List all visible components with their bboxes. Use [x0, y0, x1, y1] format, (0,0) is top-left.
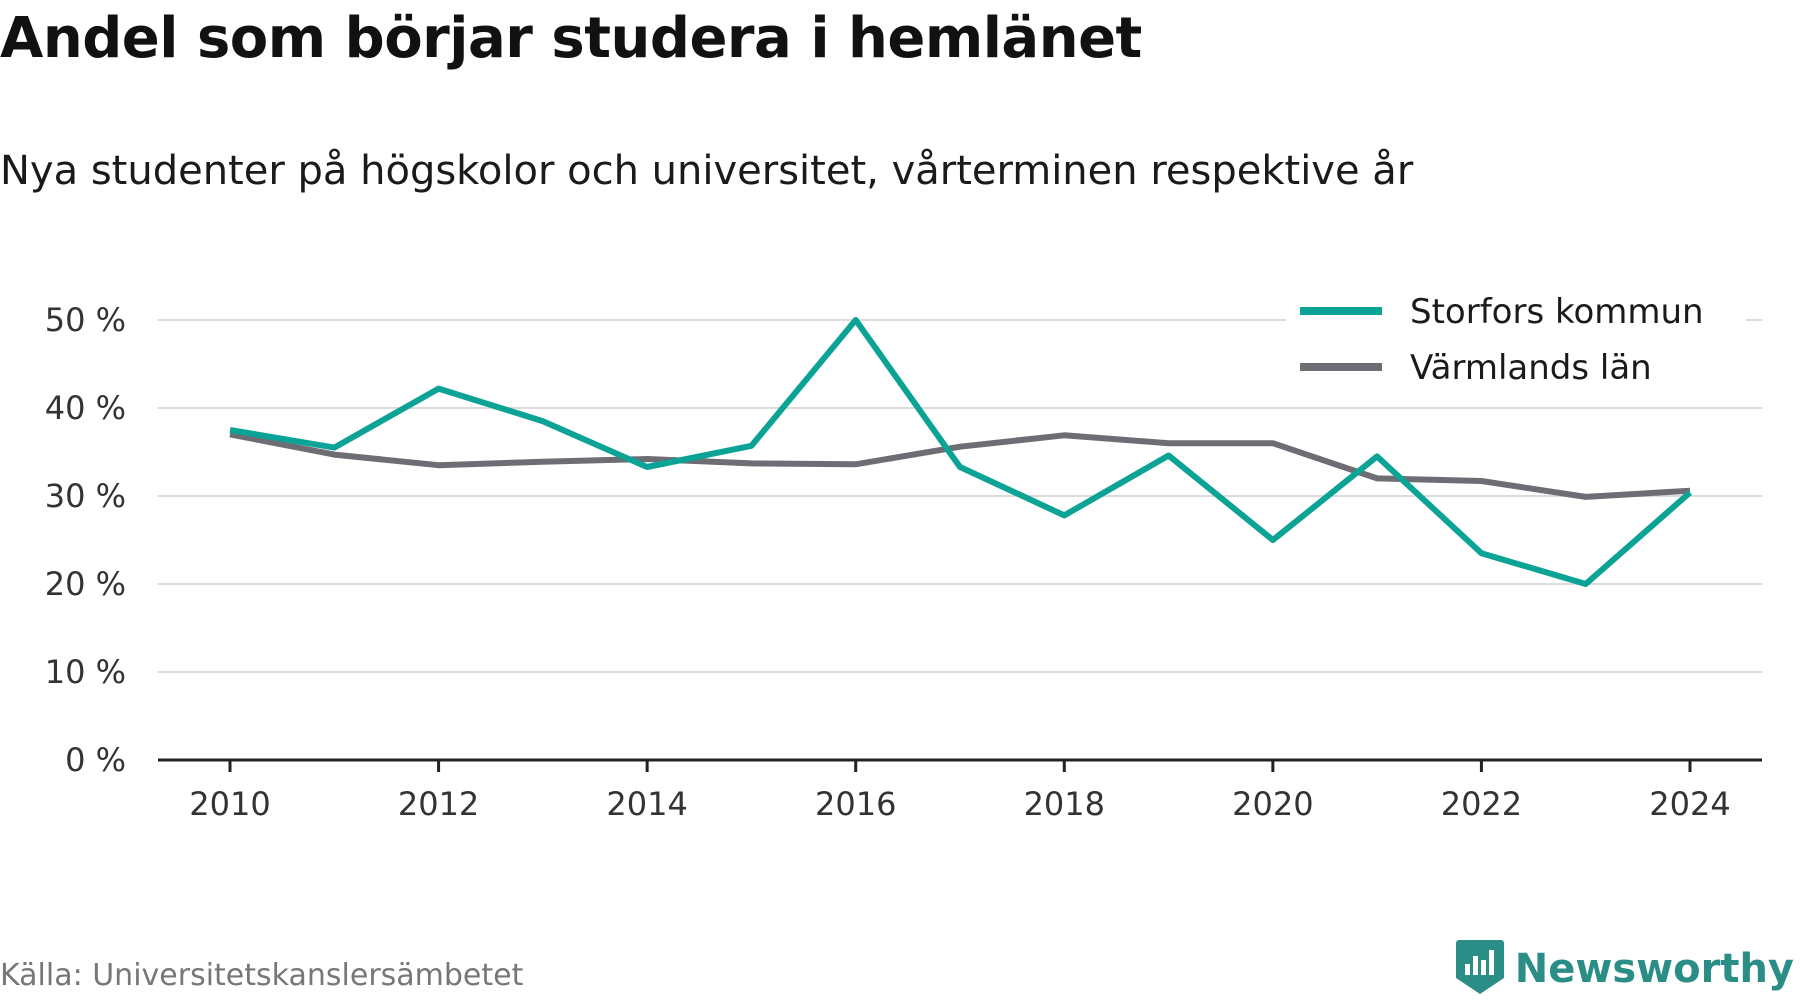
source-note: Källa: Universitetskanslersämbetet — [0, 958, 524, 993]
y-tick-label: 0 % — [65, 741, 126, 779]
x-axis: 2010 2012 2014 2016 2018 2020 2022 2024 — [158, 758, 1762, 823]
x-tick-label: 2012 — [398, 785, 479, 823]
series-lines — [229, 317, 1692, 587]
brand-name: Newsworthy — [1514, 946, 1794, 992]
x-tick-label: 2022 — [1441, 785, 1522, 823]
x-tick-label: 2014 — [606, 785, 687, 823]
x-tick-label: 2010 — [189, 785, 270, 823]
y-axis-ticks: 0 % 10 % 20 % 30 % 40 % 50 % — [45, 301, 126, 779]
y-tick-label: 50 % — [45, 301, 126, 339]
legend-label: Värmlands län — [1410, 348, 1652, 388]
chart-subtitle: Nya studenter på högskolor och universit… — [0, 148, 1414, 194]
newsworthy-logo-icon — [1455, 938, 1505, 1000]
x-tick-label: 2020 — [1232, 785, 1313, 823]
y-tick-label: 10 % — [45, 653, 126, 691]
legend-label: Storfors kommun — [1410, 292, 1704, 332]
legend: Storfors kommun Värmlands län — [1286, 285, 1746, 391]
y-tick-label: 20 % — [45, 565, 126, 603]
y-tick-label: 40 % — [45, 389, 126, 427]
brand-logo: Newsworthy — [1455, 938, 1794, 1000]
chart-title: Andel som börjar studera i hemlänet — [0, 6, 1142, 71]
x-tick-label: 2024 — [1649, 785, 1730, 823]
x-tick-label: 2018 — [1024, 785, 1105, 823]
series-line-1 — [229, 431, 1691, 500]
y-tick-label: 30 % — [45, 477, 126, 515]
series-line-0 — [229, 317, 1692, 587]
x-tick-label: 2016 — [815, 785, 896, 823]
